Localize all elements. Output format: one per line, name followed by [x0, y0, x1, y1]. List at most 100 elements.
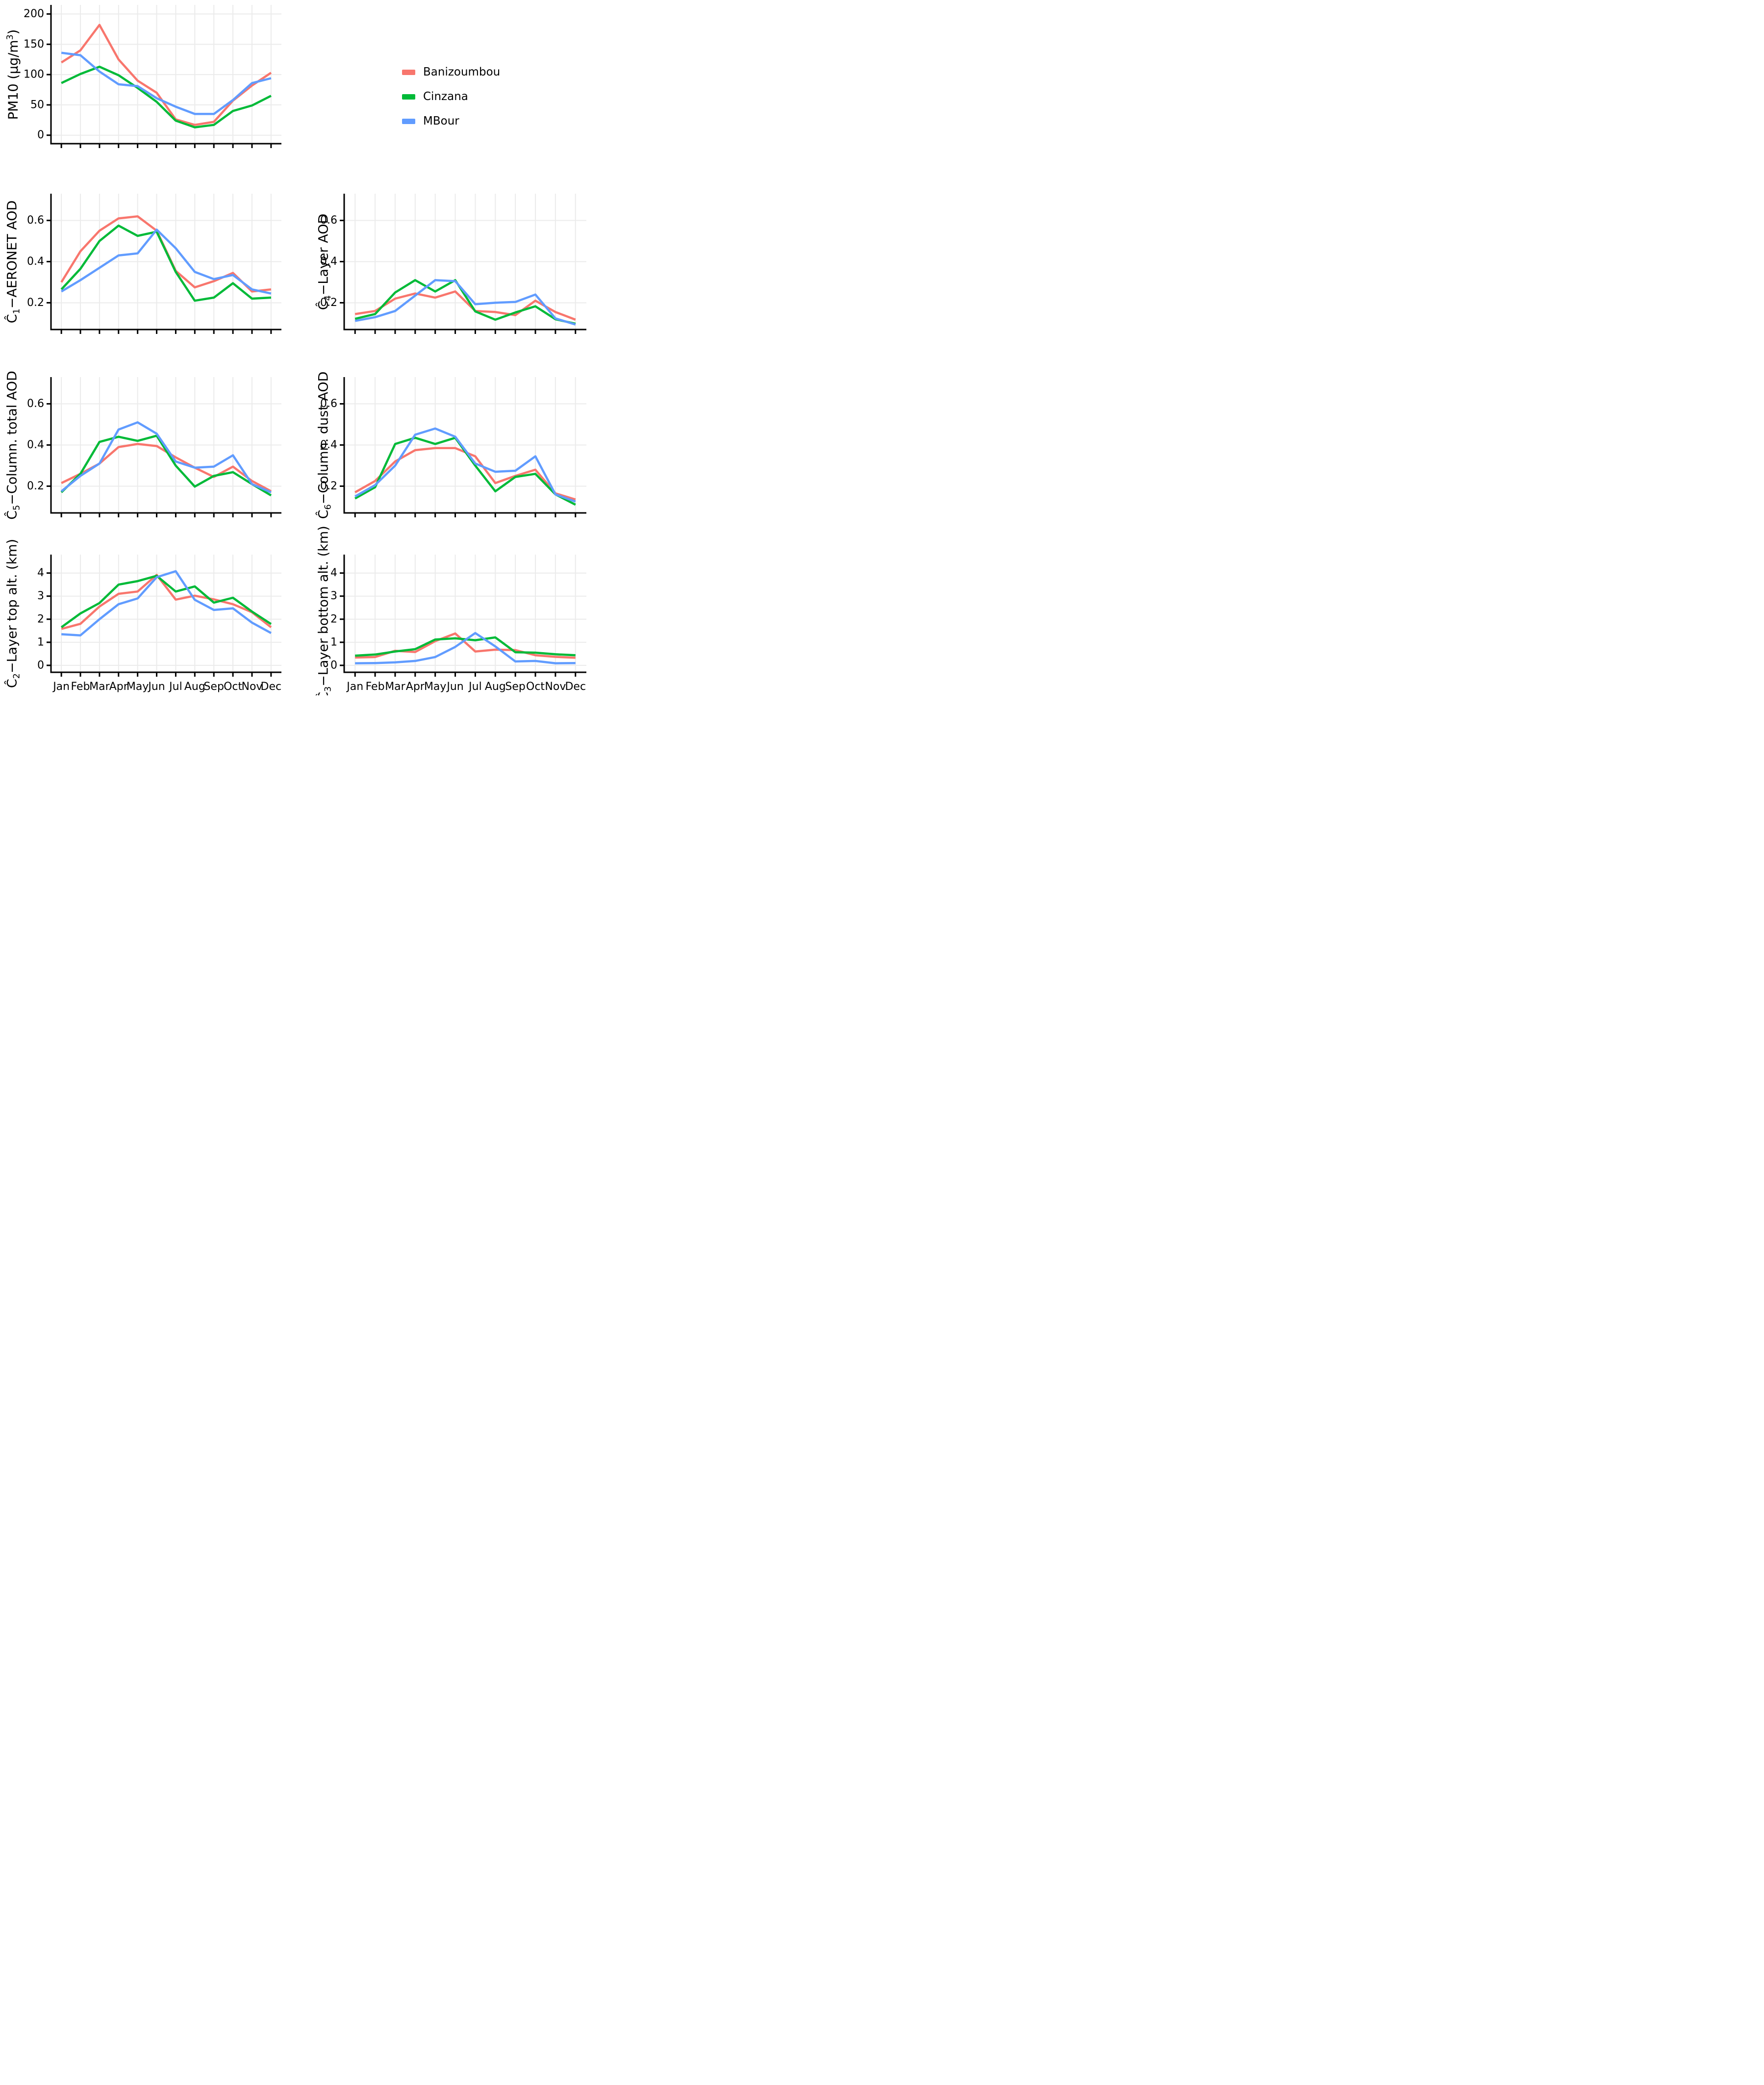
legend-label-cinzana: Cinzana	[423, 90, 468, 103]
y-tick-label: 0.4	[320, 439, 337, 451]
y-tick-label: 0.6	[27, 398, 44, 410]
y-tick-label: 0.2	[320, 480, 337, 492]
y-tick-label: 0.6	[320, 214, 337, 227]
panel-c1_aeronet_aod-plot: 0.2 0.4 0.6	[27, 194, 281, 334]
series-line-mbour	[355, 632, 576, 664]
series-line-banizoumbou	[61, 574, 272, 630]
x-tick-label-month: Mar	[385, 681, 405, 693]
x-tick-label-month: Aug	[184, 681, 205, 693]
y-tick-label: 50	[30, 99, 44, 111]
series-line-mbour	[354, 279, 576, 326]
x-tick-label-month: Sep	[505, 681, 525, 693]
gridlines	[344, 555, 586, 672]
panel-c6_column_dust_aod: Ĉ6−Column. dust AOD 0.2 0.4 0.6	[313, 371, 588, 523]
x-tick-label-month: May	[424, 681, 446, 693]
gridlines	[51, 555, 281, 672]
y-axis-title-segment: Ĉ	[4, 679, 20, 688]
x-tick-label-month: May	[126, 681, 149, 693]
x-tick-label-month: Jan	[346, 681, 363, 693]
panel-c5_column_total_aod-plot: 0.2 0.4 0.6	[27, 377, 281, 517]
x-tick-label-month: Jun	[147, 681, 165, 693]
panel-c4_layer_aod: Ĉ4−Layer AOD 0.2 0.4 0.6	[313, 188, 588, 339]
y-tick-label: 1	[330, 636, 337, 648]
y-tick-label: 2	[37, 613, 44, 625]
panel-c5_column_total_aod: Ĉ5−Column. total AOD 0.2 0.4 0.6	[1, 371, 287, 523]
series-line-mbour	[354, 427, 576, 503]
y-axis-title-segment: 3	[5, 34, 15, 40]
series-line-mbour	[61, 229, 272, 295]
legend-label-mbour: MBour	[423, 115, 459, 127]
x-tick-label-month: Dec	[261, 681, 282, 693]
series-line-cinzana	[354, 279, 576, 325]
x-tick-label-month: Jul	[468, 681, 482, 693]
legend-entry-banizoumbou: Banizoumbou	[402, 60, 500, 84]
panel-c1_aeronet_aod: Ĉ1−AERONET AOD 0.2 0.4 0.6	[1, 188, 287, 339]
legend-label-banizoumbou: Banizoumbou	[423, 66, 501, 78]
series-line-mbour	[60, 421, 272, 494]
legend-swatch-cinzana	[402, 94, 415, 100]
y-axis-title-c1_aeronet_aod: Ĉ1−AERONET AOD	[4, 200, 22, 323]
x-tick-label-month: Apr	[406, 681, 425, 693]
y-tick-label: 0.4	[27, 439, 44, 451]
y-axis-title-segment: 1	[12, 308, 22, 314]
series-lines	[355, 632, 576, 664]
y-tick-label: 150	[24, 38, 44, 51]
x-tick-label-month: Jul	[168, 681, 182, 693]
axes	[47, 555, 281, 677]
series-line-mbour	[61, 570, 272, 636]
figure-page: PM10 (µg/m3) 0 50 100 150 200 Ĉ1−AERONET AOD 0.…	[0, 0, 588, 695]
panel-pm10-plot: 0 50 100 150 200	[24, 5, 281, 148]
series-line-banizoumbou	[354, 290, 576, 321]
gridlines	[344, 377, 586, 513]
gridlines	[51, 194, 281, 330]
series-lines	[354, 279, 576, 326]
x-tick-label-month: Sep	[203, 681, 224, 693]
y-axis-title-segment: 5	[12, 505, 22, 510]
legend-entry-mbour: MBour	[402, 109, 500, 133]
x-tick-label-month: Dec	[565, 681, 586, 693]
axes	[47, 377, 281, 517]
x-tick-label-month: Mar	[89, 681, 110, 693]
y-tick-label: 0	[37, 129, 44, 141]
axes	[340, 555, 586, 677]
axes	[47, 194, 281, 334]
y-tick-label: 0.6	[320, 398, 337, 410]
x-tick-label-month: Feb	[71, 681, 90, 693]
y-tick-label: 2	[330, 613, 337, 625]
legend-swatch-mbour	[402, 118, 415, 124]
panel-c4_layer_aod-plot: 0.2 0.4 0.6	[320, 194, 586, 334]
legend-swatch-banizoumbou	[402, 69, 415, 75]
x-tick-label-month: Oct	[224, 681, 242, 693]
y-tick-label: 0.6	[27, 214, 44, 227]
y-axis-title-segment: PM10 (µg/m	[6, 39, 21, 120]
y-axis-title-segment: −Layer top alt. (km)	[4, 538, 20, 674]
x-tick-label-month: Aug	[485, 681, 506, 693]
x-tick-label-month: Jun	[446, 681, 463, 693]
y-tick-label: 0.2	[320, 297, 337, 309]
y-axis-title-c2_layer_top_alt: Ĉ2−Layer top alt. (km)	[4, 539, 22, 688]
axes	[47, 5, 281, 148]
y-tick-label: 0.4	[27, 255, 44, 268]
series-lines	[60, 421, 272, 497]
y-axis-title-segment: )	[6, 29, 21, 34]
y-tick-label: 0.2	[27, 480, 44, 492]
y-tick-label: 1	[37, 636, 44, 648]
series-lines	[60, 570, 272, 636]
y-axis-title-segment: −AERONET AOD	[4, 200, 20, 308]
series-lines	[60, 215, 272, 302]
y-tick-label: 200	[24, 8, 44, 20]
series-line-cinzana	[61, 65, 272, 128]
y-axis-title-segment: Ĉ	[4, 313, 20, 323]
gridlines	[51, 377, 281, 513]
x-tick-label-month: Nov	[241, 681, 262, 693]
y-tick-label: 100	[24, 69, 44, 81]
x-tick-label-month: Oct	[526, 681, 545, 693]
legend-entry-cinzana: Cinzana	[402, 84, 500, 109]
series-lines	[354, 427, 576, 506]
series-line-mbour	[61, 51, 272, 115]
panel-c3_layer_bottom_alt: Ĉ3−Layer bottom alt. (km)01234JanFebMarA…	[313, 526, 588, 695]
gridlines	[51, 5, 281, 144]
x-tick-label-month: Feb	[366, 681, 385, 693]
axes	[340, 377, 586, 517]
